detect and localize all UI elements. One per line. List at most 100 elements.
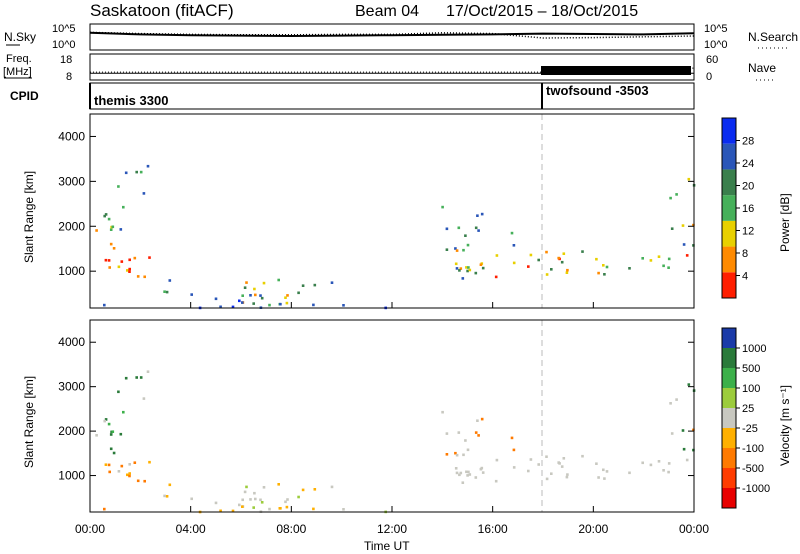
power-cell: [219, 305, 222, 309]
velocity-cell: [602, 468, 605, 472]
colorbar-tick-label: 24: [742, 158, 754, 170]
power-cell: [545, 273, 549, 276]
velocity-cell: [231, 509, 235, 513]
velocity-cell: [454, 467, 458, 470]
velocity-cell: [595, 462, 598, 465]
power-cell: [286, 294, 289, 297]
colorbar-swatch: [722, 328, 736, 348]
power-cell: [465, 266, 468, 269]
power-cell: [466, 269, 469, 273]
colorbar-swatch: [722, 118, 736, 144]
velocity-cell: [474, 431, 478, 434]
velocity-cell: [474, 476, 478, 479]
velocity-cell: [692, 428, 695, 432]
velocity-cell: [667, 462, 671, 465]
velocity-cell: [550, 472, 553, 475]
power-cell: [681, 224, 685, 227]
velocity-cell: [259, 498, 262, 502]
power-cell: [119, 228, 123, 231]
noise-left-label: N.Sky: [4, 30, 36, 44]
velocity-cell: [467, 470, 470, 474]
colorbar-tick-label: 12: [742, 226, 754, 238]
power-cell: [454, 262, 458, 266]
power-cell: [481, 266, 485, 270]
power-cell: [566, 268, 569, 272]
power-ylabel: Slant Range [km]: [22, 171, 36, 263]
velocity-cell: [109, 433, 113, 436]
power-cell: [165, 290, 169, 294]
power-cell: [268, 303, 271, 307]
velocity-ylabel: Slant Range [km]: [22, 376, 36, 468]
velocity-cell: [466, 448, 470, 452]
velocity-frame: [89, 319, 695, 513]
power-cell: [252, 302, 255, 305]
velocity-cell: [124, 376, 128, 380]
power-cell: [692, 223, 695, 227]
x-tick-label: 08:00: [276, 522, 306, 536]
velocity-cell: [163, 494, 166, 498]
power-cell: [675, 193, 678, 196]
y-tick-label: 3000: [58, 380, 85, 394]
velocity-cell: [494, 479, 498, 483]
power-cell: [241, 294, 244, 297]
power-cell: [477, 229, 480, 232]
colorbar-tick-label: 25: [742, 403, 754, 415]
power-cell: [628, 267, 631, 270]
velocity-cell: [464, 439, 467, 442]
velocity-cell: [112, 451, 116, 455]
power-cell: [682, 243, 686, 246]
velocity-cell: [545, 455, 548, 458]
velocity-cell: [480, 417, 484, 421]
nave-dense-block: [541, 66, 691, 75]
power-cell: [312, 303, 315, 307]
colorbar-tick-label: 100: [742, 383, 760, 395]
power-cell: [537, 258, 540, 262]
velocity-cell: [466, 474, 469, 477]
colorbar-swatch: [722, 348, 736, 368]
noise-left-bottom-tick: 10^0: [52, 39, 76, 51]
velocity-cell: [342, 508, 345, 511]
velocity-cell: [104, 463, 108, 466]
power-cell: [109, 228, 113, 231]
power-cell: [103, 214, 106, 218]
power-cell: [284, 296, 287, 299]
power-heatmap: [95, 164, 696, 310]
power-cell: [595, 257, 598, 261]
power-cell: [467, 266, 470, 269]
velocity-cell: [657, 460, 661, 463]
y-tick-label: 3000: [58, 174, 85, 188]
velocity-cell: [286, 498, 289, 501]
power-cell: [474, 226, 478, 230]
velocity-cell: [565, 475, 569, 479]
velocity-colorbar: 1000 500 100 25 -25 -100 -500 -1000: [721, 327, 770, 509]
velocity-cell: [168, 483, 172, 487]
colorbar-tick-label: 28: [742, 136, 754, 148]
power-cell: [462, 248, 465, 252]
colorbar-swatch: [722, 448, 736, 468]
noise-right-bottom-tick: 10^0: [704, 39, 728, 51]
power-cell: [687, 177, 691, 181]
power-cell: [297, 291, 300, 295]
noise-panel: N.Sky 10^5 10^0 10^5 10^0 N.Search: [4, 23, 798, 51]
velocity-cell: [120, 464, 124, 468]
time-x-axis: 00:00 04:00 08:00 12:00 16:00 20:00 00:00: [75, 302, 709, 536]
power-cell: [461, 277, 465, 280]
velocity-cell: [277, 483, 280, 486]
power-cell: [603, 273, 606, 276]
colorbar-swatch: [722, 220, 736, 247]
power-cell: [342, 304, 345, 307]
power-cell: [108, 266, 111, 269]
power-cell: [562, 252, 566, 255]
velocity-cell: [284, 500, 287, 504]
velocity-cell: [241, 505, 244, 508]
velocity-cell: [681, 429, 685, 432]
power-cell: [479, 263, 483, 266]
power-cell: [565, 271, 569, 274]
y-tick-label: 1000: [58, 264, 85, 278]
power-frame: [89, 113, 695, 309]
power-cell: [128, 270, 131, 273]
power-cell: [95, 229, 98, 232]
power-cell: [190, 293, 193, 296]
power-cell: [104, 258, 108, 262]
